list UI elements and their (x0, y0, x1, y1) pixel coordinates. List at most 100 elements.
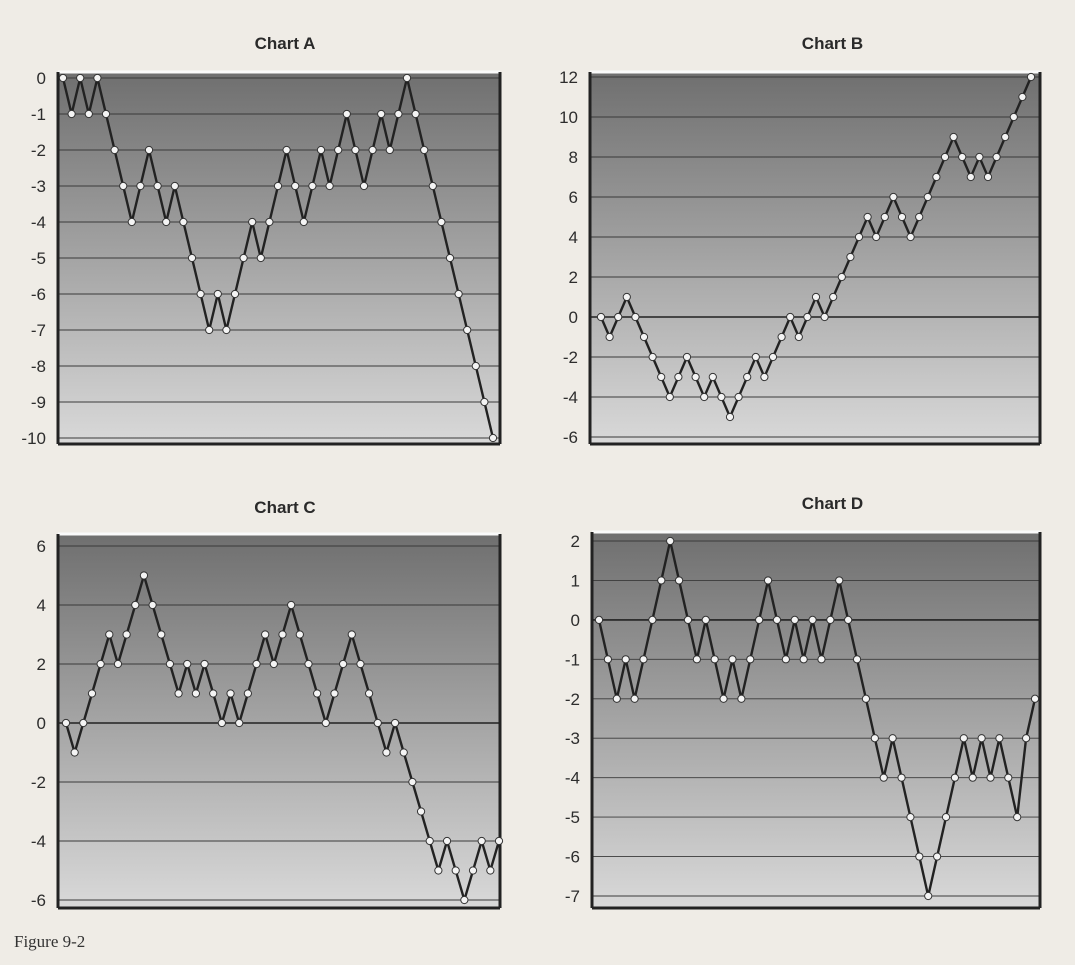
data-point (728, 655, 737, 664)
data-point (239, 253, 248, 263)
data-point (222, 325, 231, 335)
y-tick-label: -6 (565, 848, 580, 867)
data-point (639, 655, 648, 664)
data-point (674, 372, 683, 382)
data-point (122, 630, 131, 639)
data-point (888, 734, 897, 743)
data-point (67, 109, 76, 119)
data-point (820, 312, 829, 322)
data-point (287, 600, 296, 610)
data-point (70, 748, 79, 757)
plot-area (58, 534, 500, 908)
data-point (683, 615, 693, 624)
data-point (416, 807, 426, 816)
data-point (359, 181, 369, 191)
data-point (165, 659, 175, 669)
data-point (451, 866, 460, 875)
data-point (153, 181, 162, 191)
data-point (179, 217, 188, 227)
plot-area (592, 532, 1040, 908)
data-point (339, 659, 348, 669)
data-point (368, 145, 377, 155)
data-point (402, 73, 412, 83)
data-point (717, 392, 726, 402)
data-point (594, 615, 604, 624)
data-point (93, 73, 102, 83)
y-tick-label: 8 (569, 148, 578, 167)
data-point (854, 232, 864, 242)
data-point (763, 576, 773, 585)
data-point (941, 813, 951, 822)
y-tick-label: -7 (565, 887, 580, 906)
data-point (468, 866, 478, 875)
data-point (811, 292, 821, 302)
figure-caption: Figure 9-2 (14, 932, 86, 951)
data-point (932, 172, 941, 182)
data-point (170, 181, 179, 191)
data-point (966, 172, 975, 182)
data-point (826, 615, 835, 624)
y-tick-label: 10 (559, 108, 578, 127)
data-point (958, 152, 967, 162)
data-point (897, 773, 906, 782)
y-tick-label: -8 (31, 357, 46, 376)
data-point (924, 891, 933, 901)
y-tick-label: 2 (37, 655, 46, 674)
data-point (460, 895, 469, 905)
data-point (226, 689, 235, 698)
data-point (299, 217, 308, 227)
y-tick-label: 6 (569, 188, 578, 207)
data-point (799, 655, 808, 664)
data-point (174, 689, 183, 698)
y-tick-label: -2 (31, 141, 46, 160)
series-line (597, 540, 1037, 897)
data-point (665, 392, 674, 402)
y-tick-label: 4 (569, 228, 578, 247)
y-tick-label: -1 (31, 105, 46, 124)
data-point (131, 600, 140, 610)
data-point (191, 689, 200, 698)
data-point (835, 576, 844, 585)
data-point (950, 773, 960, 782)
data-point (408, 777, 417, 787)
data-point (230, 289, 240, 299)
data-point (248, 217, 257, 227)
data-point (442, 836, 452, 846)
data-point (313, 689, 322, 698)
data-point (217, 718, 226, 728)
data-point (282, 145, 291, 155)
data-point (1022, 734, 1031, 743)
data-point (701, 615, 710, 624)
data-point (622, 292, 631, 302)
y-tick-label: -4 (31, 213, 46, 232)
data-point (870, 734, 879, 743)
data-point (772, 615, 782, 624)
chart-a-svg: 0 -1 -2 -3 -4 -5 -6 -7 -8 -9 -10 (21, 69, 502, 448)
data-point (273, 181, 283, 191)
data-point (209, 689, 218, 698)
data-point (110, 145, 119, 155)
y-tick-label: 0 (37, 714, 46, 733)
y-tick-label: -4 (31, 832, 46, 851)
y-tick-label: 4 (37, 596, 46, 615)
data-point (743, 372, 752, 382)
data-point (605, 332, 614, 342)
data-point (682, 352, 692, 362)
data-point (325, 181, 334, 191)
data-point (101, 109, 111, 119)
y-tick-label: -5 (31, 249, 46, 268)
data-point (949, 132, 958, 142)
data-point (631, 312, 640, 322)
data-point (148, 600, 157, 610)
y-tick-label: 6 (37, 537, 46, 556)
data-point (252, 659, 261, 669)
data-point (420, 145, 429, 155)
data-point (603, 655, 612, 664)
data-point (119, 181, 128, 191)
data-point (385, 145, 394, 155)
data-point (1030, 694, 1040, 703)
data-point (977, 734, 986, 743)
data-point (852, 655, 862, 664)
data-point (471, 361, 480, 371)
data-point (243, 689, 252, 698)
